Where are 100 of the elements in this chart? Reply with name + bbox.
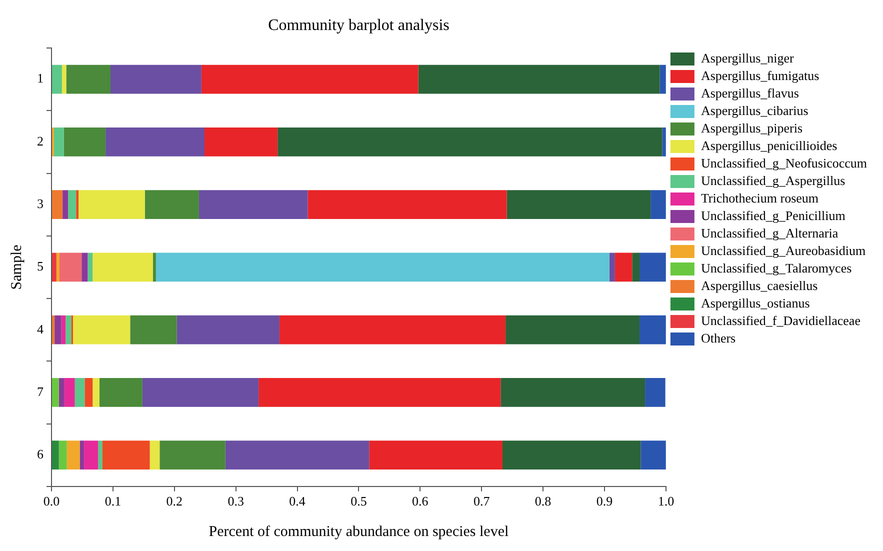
bar xyxy=(92,378,100,407)
bar xyxy=(279,315,506,344)
legend-label: Unclassified_g_Alternaria xyxy=(700,225,838,240)
bar xyxy=(632,252,640,282)
legend-label: Aspergillus_ostianus xyxy=(700,295,810,310)
legend-label: Aspergillus_penicillioides xyxy=(700,138,838,153)
y-tick-label: 7 xyxy=(37,384,44,399)
legend-label: Unclassified_f_Davidiellaceae xyxy=(700,312,861,328)
bar xyxy=(156,252,610,282)
bar xyxy=(66,440,80,470)
bar xyxy=(142,378,259,407)
y-tick-label: 2 xyxy=(37,133,44,148)
x-tick-label: 0.2 xyxy=(166,494,183,509)
x-tick-label: 1.0 xyxy=(658,494,674,509)
bar xyxy=(52,252,56,282)
bar xyxy=(56,252,60,282)
y-tick-label: 4 xyxy=(37,321,44,336)
x-tick-label: 0.5 xyxy=(350,494,367,509)
x-tick-label: 0.6 xyxy=(412,494,429,509)
y-tick-label: 3 xyxy=(37,196,44,211)
bar xyxy=(84,378,93,407)
bar xyxy=(88,252,93,282)
bar xyxy=(52,440,59,470)
bar xyxy=(82,252,88,282)
legend-label: Aspergillus_cibarius xyxy=(700,102,808,118)
x-tick-label: 0.8 xyxy=(534,494,552,509)
bar xyxy=(614,252,632,282)
legend-label: Aspergillus_piperis xyxy=(700,120,803,136)
legend-label: Aspergillus_caesiellus xyxy=(700,278,818,293)
legend-label: Unclassified_g_Talaromyces xyxy=(700,260,852,276)
bar xyxy=(502,440,641,470)
bar xyxy=(59,252,82,282)
x-tick-label: 0.3 xyxy=(228,494,244,509)
bar xyxy=(645,378,666,407)
legend-label: Unclassified_g_Aspergillus xyxy=(700,172,846,188)
bar xyxy=(500,378,646,407)
bar xyxy=(52,190,63,219)
bar xyxy=(640,440,666,470)
y-tick-label: 5 xyxy=(37,258,44,274)
bar xyxy=(92,252,153,282)
legend-label: Unclassified_g_Penicillium xyxy=(700,208,846,223)
y-tick-label: 1 xyxy=(37,70,44,86)
bar xyxy=(62,190,68,219)
bar xyxy=(150,440,160,470)
bar xyxy=(176,315,280,344)
x-tick-label: 0.1 xyxy=(104,494,122,509)
bar xyxy=(308,190,507,219)
y-tick-label: 6 xyxy=(37,446,44,462)
bar xyxy=(99,378,142,407)
bar xyxy=(61,315,66,344)
bar xyxy=(54,128,64,156)
x-tick-label: 0.9 xyxy=(596,494,613,509)
bar xyxy=(369,440,502,470)
bar xyxy=(76,190,79,219)
bar xyxy=(102,440,150,470)
bar xyxy=(160,440,226,470)
legend-label: Aspergillus_fumigatus xyxy=(700,68,820,83)
bar xyxy=(66,315,72,344)
bar xyxy=(58,440,67,470)
bar xyxy=(64,128,106,156)
bar xyxy=(74,378,85,407)
bar xyxy=(78,190,145,219)
bar xyxy=(66,64,110,94)
bar xyxy=(258,378,501,407)
legend-label: Trichothecium roseum xyxy=(700,190,819,206)
x-tick-label: 0.0 xyxy=(43,494,60,509)
x-tick-label: 0.7 xyxy=(473,494,490,509)
chart-title: Community barplot analysis xyxy=(268,17,450,34)
bar xyxy=(640,252,666,282)
legend-label: Others xyxy=(700,330,736,346)
legend-label: Unclassified_g_Aureobasidium xyxy=(700,242,866,258)
x-axis-title: Percent of community abundance on species level xyxy=(208,524,509,540)
bar xyxy=(52,315,55,344)
bar xyxy=(198,190,308,219)
bar xyxy=(152,252,156,282)
bar xyxy=(650,190,666,219)
bar xyxy=(52,378,59,407)
bar xyxy=(106,128,204,156)
bar xyxy=(204,128,278,156)
bar xyxy=(225,440,370,470)
bar xyxy=(418,64,660,94)
bar xyxy=(130,315,177,344)
bar xyxy=(80,440,84,470)
legend-label: Aspergillus_niger xyxy=(700,50,795,66)
bar xyxy=(68,190,76,219)
bar xyxy=(506,315,640,344)
bar xyxy=(58,378,64,407)
bar xyxy=(278,128,662,156)
bar xyxy=(609,252,615,282)
legend-label: Unclassified_g_Neofusicoccum xyxy=(700,155,867,170)
bar xyxy=(110,64,202,94)
y-axis-title: Sample xyxy=(8,244,25,290)
bar xyxy=(73,315,130,344)
bar xyxy=(62,64,66,94)
x-tick-label: 0.4 xyxy=(289,494,306,509)
bar xyxy=(64,378,75,407)
bar xyxy=(144,190,199,219)
bar xyxy=(201,64,418,94)
bar xyxy=(84,440,98,470)
bar xyxy=(52,64,62,94)
